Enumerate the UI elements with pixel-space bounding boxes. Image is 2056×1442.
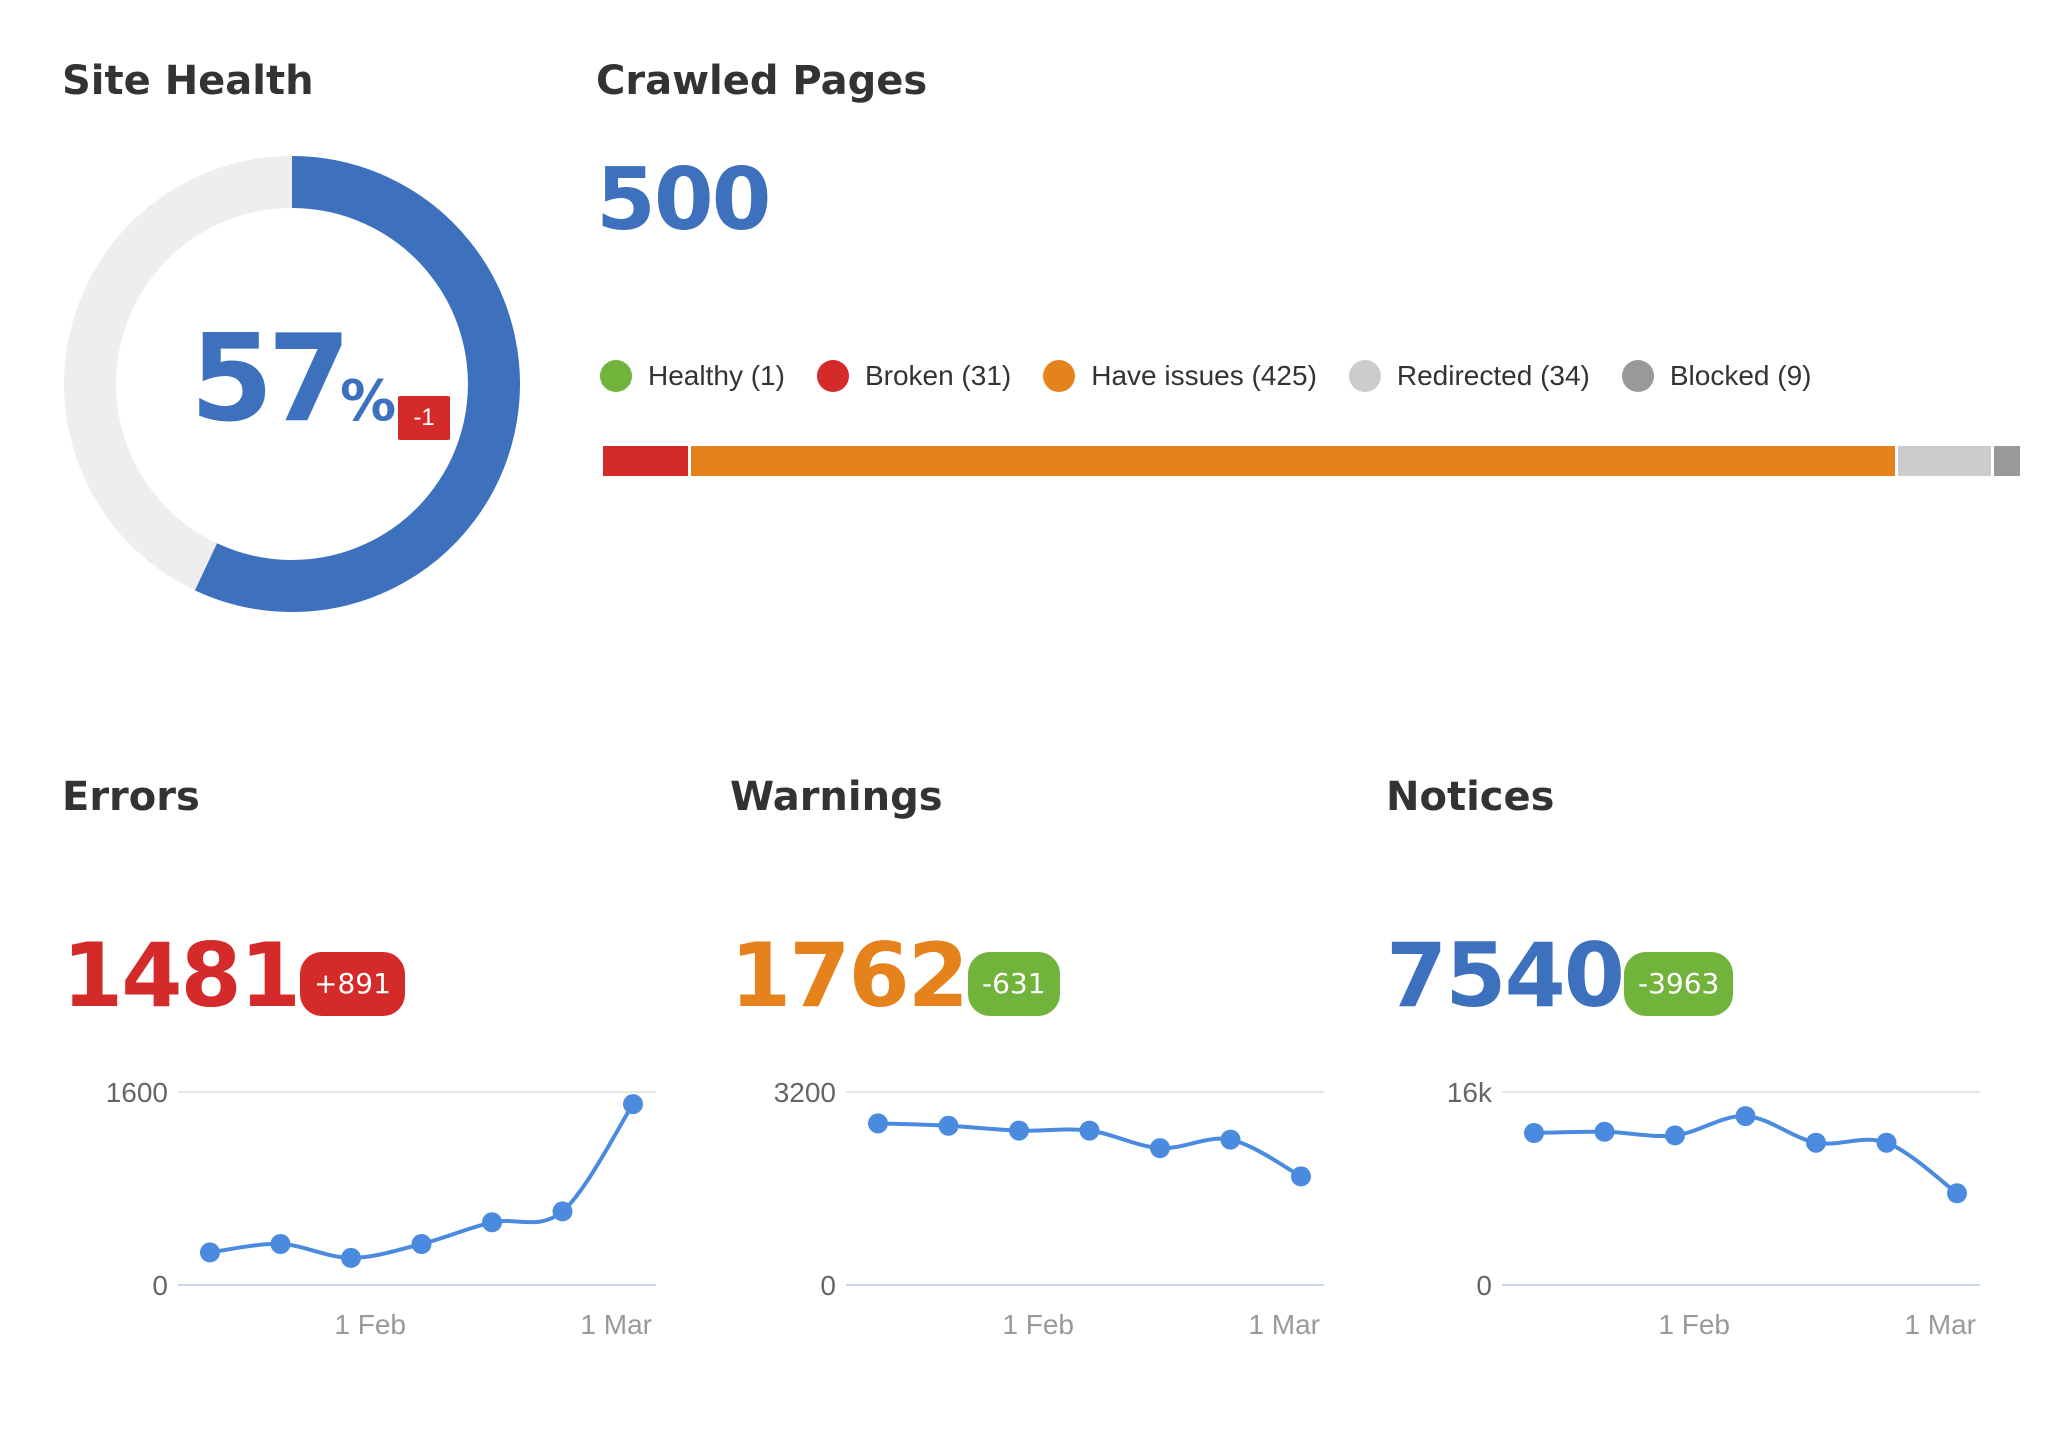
data-point-4[interactable] — [1806, 1132, 1826, 1153]
data-point-5[interactable] — [1876, 1132, 1897, 1153]
data-point-0[interactable] — [200, 1242, 220, 1263]
errors-value: 1481 — [62, 924, 301, 1027]
healthy-dot-icon — [600, 360, 632, 392]
broken-dot-icon — [816, 360, 849, 392]
data-point-2[interactable] — [1009, 1120, 1029, 1141]
legend-item-redirected[interactable]: Redirected (34) — [1348, 360, 1590, 392]
stacked-bar-segment-broken — [603, 446, 691, 476]
data-point-1[interactable] — [270, 1234, 291, 1254]
y-tick-label-min: 0 — [152, 1270, 168, 1301]
warnings-chart-svg: 3200 0 1 Feb 1 Mar — [774, 1077, 1324, 1340]
stacked-bar-segment-healthy — [600, 446, 603, 476]
data-point-5[interactable] — [552, 1201, 573, 1222]
site-health-value: 57 — [190, 310, 351, 449]
legend-label-redirected: Redirected (34) — [1396, 360, 1590, 391]
stacked-bar-segment-redirected — [1897, 446, 1995, 476]
data-point-0[interactable] — [1524, 1123, 1544, 1143]
notices-change-badge: -3963 — [1624, 952, 1734, 1016]
site-health-unit: % — [340, 369, 396, 434]
notices-value: 7540 — [1386, 924, 1625, 1027]
redirected-dot-icon — [1348, 360, 1381, 392]
data-point-2[interactable] — [341, 1247, 361, 1268]
legend-item-blocked[interactable]: Blocked (9) — [1621, 360, 1812, 392]
warnings-title: Warnings — [730, 774, 943, 820]
errors-change-badge: +891 — [300, 952, 405, 1016]
data-point-6[interactable] — [1291, 1166, 1311, 1187]
errors-chart-svg: 1600 0 1 Feb 1 Mar — [106, 1077, 656, 1340]
data-point-4[interactable] — [482, 1212, 502, 1233]
data-point-6[interactable] — [623, 1094, 643, 1115]
x-tick-label-0: 1 Feb — [1002, 1309, 1074, 1340]
legend-item-healthy[interactable]: Healthy (1) — [600, 360, 785, 392]
site-health-donut — [62, 154, 522, 614]
data-point-6[interactable] — [1947, 1183, 1967, 1204]
notices-chart: 16k 0 1 Feb 1 Mar — [1420, 1077, 1980, 1374]
blocked-dot-icon — [1621, 360, 1654, 392]
data-point-1[interactable] — [1594, 1121, 1615, 1142]
stacked-bar-segment-have-issues — [690, 446, 1898, 476]
site-health-donut-svg — [64, 156, 520, 612]
data-point-2[interactable] — [1665, 1125, 1685, 1146]
warnings-chart: 3200 0 1 Feb 1 Mar — [764, 1077, 1324, 1374]
legend-item-have-issues[interactable]: Have issues (425) — [1043, 360, 1317, 392]
x-tick-label-1: 1 Mar — [1904, 1309, 1976, 1340]
have-issues-dot-icon — [1043, 360, 1076, 392]
y-tick-label-min: 0 — [1476, 1270, 1492, 1301]
legend-item-broken[interactable]: Broken (31) — [816, 360, 1012, 392]
x-tick-label-1: 1 Mar — [1248, 1309, 1320, 1340]
data-point-1[interactable] — [938, 1115, 959, 1136]
site-health-change-badge: -1 — [398, 396, 450, 440]
errors-title: Errors — [62, 774, 200, 820]
data-point-3[interactable] — [1079, 1120, 1100, 1141]
data-point-5[interactable] — [1220, 1129, 1241, 1150]
warnings-change-badge: -631 — [968, 952, 1060, 1016]
crawled-pages-legend: Healthy (1) Broken (31) Have issues (425… — [600, 360, 1812, 392]
legend-label-broken: Broken (31) — [864, 360, 1012, 391]
y-tick-label-min: 0 — [820, 1270, 836, 1301]
stacked-bar-segment-blocked — [1994, 446, 2020, 476]
y-tick-label-max: 16k — [1447, 1080, 1493, 1108]
data-point-3[interactable] — [1735, 1106, 1756, 1127]
data-point-4[interactable] — [1150, 1138, 1170, 1159]
x-tick-label-0: 1 Feb — [334, 1309, 406, 1340]
legend-label-blocked: Blocked (9) — [1669, 360, 1812, 391]
y-tick-label-max: 1600 — [106, 1080, 168, 1108]
crawled-pages-total: 500 — [596, 150, 772, 250]
data-point-0[interactable] — [868, 1113, 888, 1134]
warnings-value: 1762 — [730, 924, 969, 1027]
legend-label-healthy: Healthy (1) — [648, 360, 785, 391]
y-tick-label-max: 3200 — [774, 1080, 836, 1108]
x-tick-label-1: 1 Mar — [580, 1309, 652, 1340]
x-tick-label-0: 1 Feb — [1658, 1309, 1730, 1340]
crawled-pages-title: Crawled Pages — [596, 58, 928, 104]
notices-chart-svg: 16k 0 1 Feb 1 Mar — [1447, 1077, 1980, 1340]
site-health-title: Site Health — [62, 58, 314, 104]
notices-title: Notices — [1386, 774, 1555, 820]
donut-fill — [194, 156, 520, 612]
errors-chart: 1600 0 1 Feb 1 Mar — [96, 1077, 656, 1374]
data-point-3[interactable] — [411, 1234, 432, 1254]
legend-label-have-issues: Have issues (425) — [1091, 360, 1317, 391]
crawled-pages-stacked-bar — [600, 446, 2020, 476]
